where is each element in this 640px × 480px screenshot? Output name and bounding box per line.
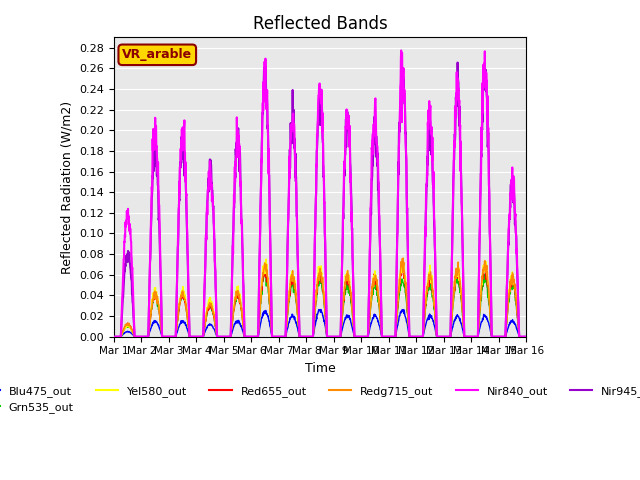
Nir945_out [202,251,209,256]
Grn535_out [437,334,445,340]
Grn535_out [383,334,391,340]
Line: Grn535_out: Grn535_out [114,272,526,337]
Redg715_out [248,334,255,340]
Blu475_out [316,307,324,312]
Red655_out [202,319,209,324]
Text: VR_arable: VR_arable [122,48,193,61]
Yel580_out [437,334,445,340]
Blu475_out [248,334,255,340]
Nir840_out [522,334,530,340]
Blu475_out [437,334,445,340]
Red655_out [110,334,118,340]
Yel580_out [202,316,209,322]
Nir945_out [474,334,481,340]
Blu475_out [383,334,391,340]
Redg715_out [202,318,209,324]
Grn535_out [474,334,481,340]
Nir840_out [437,334,445,340]
Red655_out [437,334,445,340]
Nir945_out [110,334,118,340]
Redg715_out [110,334,118,340]
Red655_out [192,334,200,340]
Redg715_out [474,334,481,340]
Nir840_out [248,334,255,340]
Red655_out [383,334,390,340]
Blu475_out [522,334,530,340]
Nir945_out [454,60,461,65]
Blu475_out [202,327,209,333]
Grn535_out [110,334,118,340]
Line: Yel580_out: Yel580_out [114,259,526,337]
Grn535_out [522,334,530,340]
Red655_out [473,334,481,340]
Yel580_out [383,334,391,340]
Redg715_out [522,334,530,340]
Blu475_out [110,334,118,340]
Nir840_out [192,334,200,340]
Red655_out [481,261,488,267]
Grn535_out [248,334,255,340]
Yel580_out [262,256,270,262]
Nir945_out [192,334,200,340]
Line: Nir945_out: Nir945_out [114,62,526,337]
Nir945_out [522,334,530,340]
Nir945_out [383,334,390,340]
Grn535_out [202,317,209,323]
Nir945_out [437,334,445,340]
Legend: Blu475_out, Grn535_out, Yel580_out, Red655_out, Redg715_out, Nir840_out, Nir945_: Blu475_out, Grn535_out, Yel580_out, Red6… [0,381,640,418]
Y-axis label: Reflected Radiation (W/m2): Reflected Radiation (W/m2) [61,100,74,274]
Line: Blu475_out: Blu475_out [114,310,526,337]
Yel580_out [474,334,481,340]
Grn535_out [192,334,200,340]
Redg715_out [192,334,200,340]
Yel580_out [522,334,530,340]
Nir840_out [110,334,118,340]
Line: Redg715_out: Redg715_out [114,258,526,337]
Nir945_out [248,334,255,340]
Redg715_out [437,334,445,340]
Red655_out [522,334,530,340]
Title: Reflected Bands: Reflected Bands [253,15,387,33]
Nir840_out [383,334,390,340]
Line: Nir840_out: Nir840_out [114,50,526,337]
Nir840_out [202,247,209,253]
Yel580_out [192,334,200,340]
Yel580_out [248,334,255,340]
Redg715_out [399,255,407,261]
Red655_out [248,334,255,340]
Line: Red655_out: Red655_out [114,264,526,337]
Blu475_out [192,334,200,340]
Yel580_out [110,334,118,340]
X-axis label: Time: Time [305,362,335,375]
Redg715_out [383,334,390,340]
Nir840_out [397,48,405,53]
Blu475_out [474,334,481,340]
Nir840_out [474,334,481,340]
Grn535_out [262,269,269,275]
